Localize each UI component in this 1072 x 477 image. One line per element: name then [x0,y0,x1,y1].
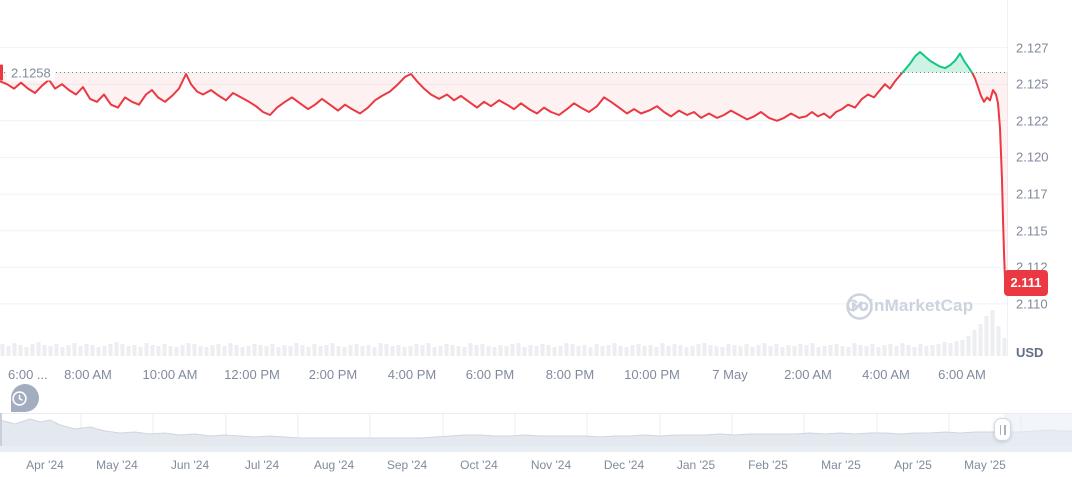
navigator-handle[interactable] [994,418,1011,441]
y-tick-label: 2.115 [1016,223,1048,239]
y-tick-label: 2.122 [1016,113,1049,129]
y-tick-label: 2.120 [1016,149,1049,165]
month-label: Apr '24 [26,458,64,472]
last-price-badge: 2.111 [1004,270,1048,296]
x-tick-label: 2:00 PM [308,367,358,382]
month-label: May '24 [96,458,138,472]
month-label: Jun '24 [170,458,210,472]
price-chart-svg[interactable] [0,0,1072,360]
y-tick-label: 2.117 [1016,186,1048,202]
x-tick-label: 12:00 PM [224,367,280,382]
reset-time-button[interactable] [11,384,39,412]
x-tick-label: 6:00 ... [8,367,48,382]
month-label: Nov '24 [530,458,572,472]
watermark-text: CoinMarketCap [846,296,974,315]
month-label: Jul '24 [244,458,280,472]
clock-icon [12,390,27,406]
x-tick-label: 7 May [712,367,748,382]
x-tick-label: 6:00 PM [465,367,515,382]
navigator-chart-svg[interactable] [0,413,1072,453]
x-tick-label: 4:00 AM [862,367,910,382]
y-tick-label: 2.125 [1016,76,1049,92]
y-tick-label: 2.110 [1016,296,1048,312]
month-label: Feb '25 [748,458,788,472]
month-label: Sep '24 [386,458,428,472]
navigator-left-edge[interactable] [0,413,2,446]
currency-label: USD [1016,345,1044,360]
x-tick-label: 2:00 AM [784,367,832,382]
y-tick-label: 2.127 [1016,40,1049,56]
x-tick-label: 10:00 PM [624,367,680,382]
open-price-label: 2.1258 [7,65,55,81]
month-label: Apr '25 [894,458,932,472]
month-label: Oct '24 [460,458,498,472]
x-tick-label: 4:00 PM [387,367,437,382]
x-tick-label: 6:00 AM [938,367,986,382]
month-label: Mar '25 [821,458,861,472]
month-label: Dec '24 [603,458,645,472]
month-label: Aug '24 [313,458,355,472]
x-tick-label: 8:00 AM [64,367,112,382]
month-label: May '25 [964,458,1006,472]
coinmarketcap-logo-icon [846,292,873,320]
coinmarketcap-watermark: CoinMarketCap [846,292,974,320]
x-tick-label: 10:00 AM [142,367,198,382]
month-label: Jan '25 [676,458,716,472]
navigator-right-mask [1004,413,1072,446]
x-tick-label: 8:00 PM [545,367,595,382]
